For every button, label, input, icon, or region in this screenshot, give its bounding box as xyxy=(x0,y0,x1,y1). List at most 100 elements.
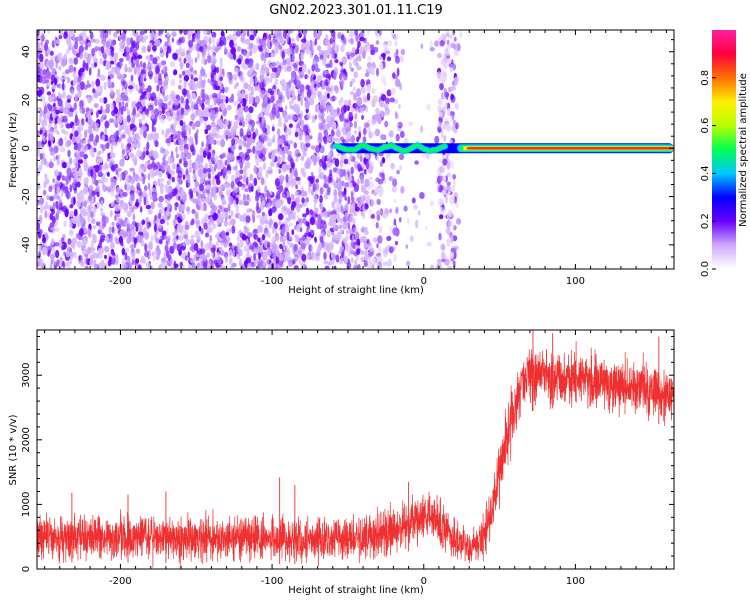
noise-dot xyxy=(124,251,128,261)
noise-dot xyxy=(91,218,96,225)
x-tick-label: 100 xyxy=(566,276,585,287)
noise-dot xyxy=(48,161,54,169)
noise-dot xyxy=(135,58,140,67)
noise-dot xyxy=(196,52,200,60)
noise-dot xyxy=(135,248,141,254)
noise-dot xyxy=(103,82,107,91)
noise-dot xyxy=(200,165,204,170)
noise-dot xyxy=(266,104,272,110)
noise-dot xyxy=(291,215,296,220)
noise-dot xyxy=(131,100,137,109)
noise-dot xyxy=(149,66,152,74)
noise-dot xyxy=(242,93,246,98)
noise-dot xyxy=(74,93,78,103)
noise-dot xyxy=(82,62,88,70)
noise-dot xyxy=(304,232,308,238)
noise-dot xyxy=(289,48,295,55)
noise-dot xyxy=(376,155,380,162)
noise-dot xyxy=(144,160,149,167)
noise-dot xyxy=(333,71,337,80)
noise-dot xyxy=(49,128,55,136)
noise-dot xyxy=(169,258,173,268)
noise-dot xyxy=(37,129,40,137)
noise-dot xyxy=(297,113,301,119)
noise-dot xyxy=(445,45,451,50)
noise-dot xyxy=(266,202,272,210)
noise-dot xyxy=(106,79,112,88)
noise-dot xyxy=(167,173,172,179)
noise-dot xyxy=(89,31,94,40)
noise-dot xyxy=(113,31,118,38)
noise-dot xyxy=(142,125,147,131)
noise-dot xyxy=(188,163,192,172)
noise-dot xyxy=(356,164,362,169)
noise-dot xyxy=(217,258,222,266)
noise-dot xyxy=(139,60,143,68)
noise-dot xyxy=(200,79,206,89)
noise-dot xyxy=(137,264,142,269)
noise-dot xyxy=(295,176,301,182)
noise-dot xyxy=(83,140,87,145)
noise-dot xyxy=(318,143,322,149)
noise-dot xyxy=(91,233,96,240)
noise-dot xyxy=(190,113,196,121)
noise-dot xyxy=(343,182,348,189)
noise-dot xyxy=(247,232,253,238)
noise-dot xyxy=(199,184,204,192)
noise-dot xyxy=(393,198,397,204)
noise-dot xyxy=(291,53,295,63)
noise-dot xyxy=(335,129,341,138)
noise-dot xyxy=(288,55,292,64)
noise-dot xyxy=(87,110,91,120)
noise-dot xyxy=(178,46,182,55)
noise-dot xyxy=(125,154,129,160)
noise-dot xyxy=(126,109,131,116)
noise-dot xyxy=(134,140,138,148)
noise-dot xyxy=(221,197,226,204)
noise-dot xyxy=(310,245,314,253)
noise-dot xyxy=(297,181,302,185)
noise-dot xyxy=(60,76,64,82)
noise-dot xyxy=(277,213,284,221)
x-tick-label: -200 xyxy=(109,576,132,587)
noise-dot xyxy=(98,51,102,57)
noise-dot xyxy=(61,71,66,77)
noise-dot xyxy=(329,37,333,45)
noise-dot xyxy=(73,57,79,65)
noise-dot xyxy=(360,249,365,256)
noise-dot xyxy=(132,127,135,136)
noise-dot xyxy=(357,264,361,269)
noise-dot xyxy=(49,146,54,152)
noise-dot xyxy=(241,30,247,36)
noise-dot xyxy=(269,112,273,119)
noise-dot xyxy=(380,75,386,83)
noise-dot xyxy=(297,117,301,125)
noise-dot xyxy=(105,142,110,149)
noise-dot xyxy=(277,155,282,165)
noise-dot xyxy=(352,86,356,92)
noise-dot xyxy=(226,86,230,92)
noise-dot xyxy=(347,196,351,205)
noise-dot xyxy=(223,207,229,213)
noise-dot xyxy=(184,238,190,246)
noise-dot xyxy=(56,208,61,215)
noise-dot xyxy=(370,213,375,219)
noise-dot xyxy=(115,197,120,203)
noise-dot xyxy=(284,115,288,121)
noise-dot xyxy=(316,91,320,97)
noise-dot xyxy=(323,70,329,75)
noise-dot xyxy=(39,94,46,103)
noise-dot xyxy=(37,221,41,231)
noise-dot xyxy=(54,227,60,233)
noise-dot xyxy=(398,217,402,223)
noise-dot xyxy=(248,181,253,187)
noise-dot xyxy=(288,127,292,136)
noise-dot xyxy=(368,131,372,139)
noise-dot xyxy=(388,176,394,182)
noise-dot xyxy=(212,36,215,45)
noise-dot xyxy=(196,31,201,41)
noise-dot xyxy=(122,191,128,197)
noise-dot xyxy=(185,206,191,212)
noise-dot xyxy=(395,133,400,142)
noise-dot xyxy=(310,229,315,235)
